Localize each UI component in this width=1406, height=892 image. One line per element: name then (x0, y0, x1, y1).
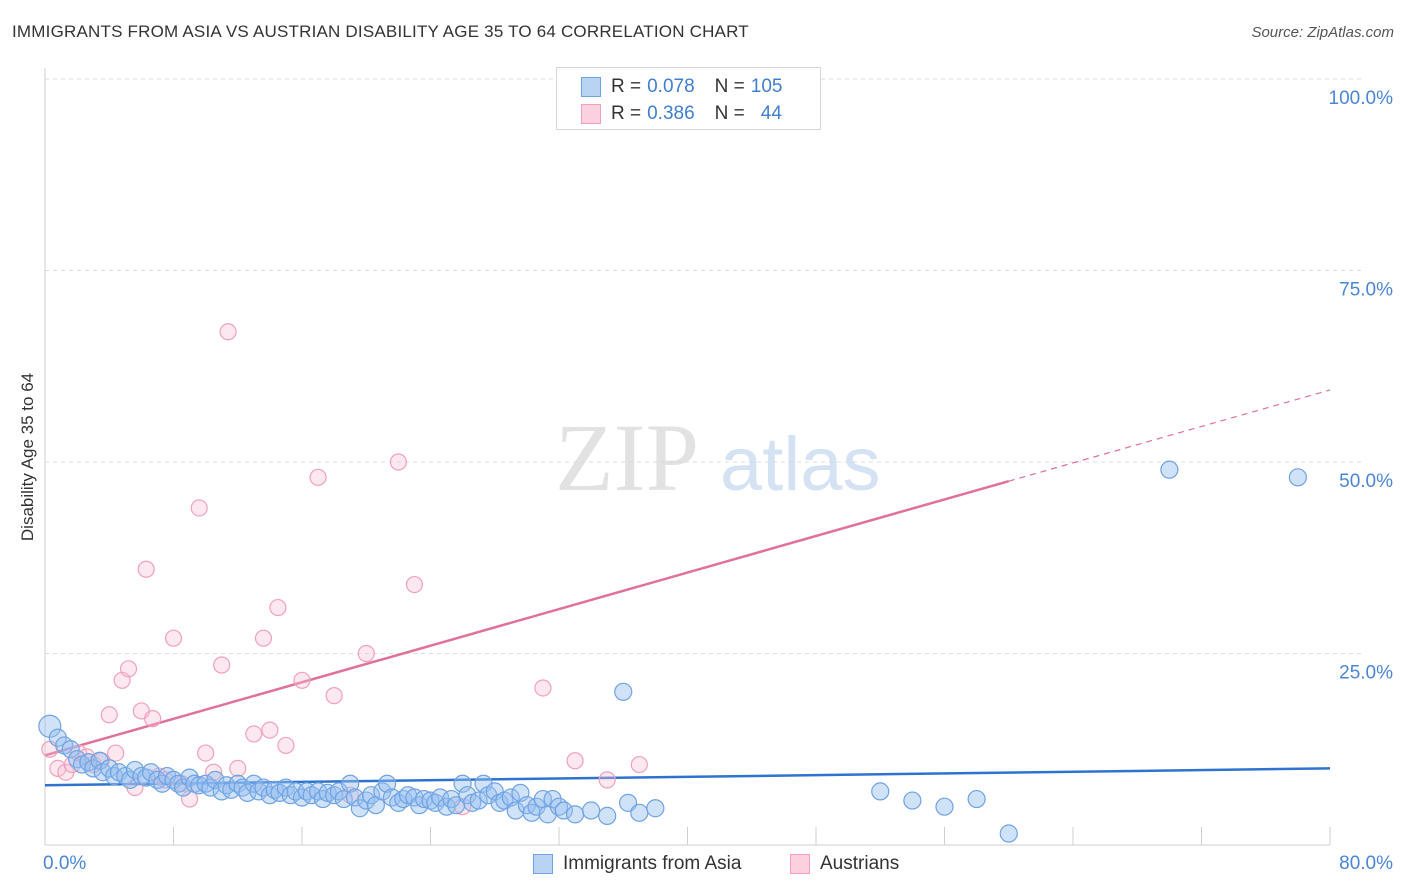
austrians-trend-extension (1008, 389, 1331, 482)
austrians-point (164, 629, 183, 647)
asia-point (357, 791, 376, 810)
r-label: R = (611, 103, 642, 124)
asia-point (630, 803, 649, 822)
asia-point (522, 803, 541, 822)
asia-point (506, 801, 525, 820)
asia-point (414, 789, 434, 809)
austrians-point (107, 744, 125, 762)
austrians-point (566, 752, 584, 770)
asia-point (361, 786, 381, 805)
austrians-point (100, 706, 118, 724)
austrians-point (197, 744, 215, 762)
x-tick-label: 0.0% (43, 853, 86, 874)
austrians-point (277, 736, 295, 755)
y-axis-label: Disability Age 35 to 64 (18, 372, 37, 542)
r-label: R = (611, 76, 642, 97)
austrians-point (325, 687, 343, 705)
r-value-austrians: 0.386 (647, 103, 695, 124)
asia-point (68, 750, 87, 769)
austrians-point (269, 598, 287, 617)
y-tick-label: 50.0% (1339, 471, 1393, 492)
legend-row-asia: R = 0.078 N = 105 (581, 75, 782, 99)
asia-point (174, 778, 193, 797)
austrians-point (254, 629, 273, 647)
austrians-point (534, 679, 552, 697)
austrians-point (119, 660, 138, 678)
asia-point (1160, 460, 1179, 479)
austrians-point (598, 771, 616, 789)
asia-point (935, 797, 954, 816)
asia-point (206, 770, 225, 789)
asia-point (137, 768, 156, 787)
watermark-zip: ZIP (555, 404, 699, 511)
asia-point (582, 801, 601, 820)
asia-point (265, 780, 284, 799)
asia-point (1288, 468, 1307, 487)
asia-point (967, 789, 986, 809)
asia-point (410, 796, 429, 815)
austrians-point (261, 721, 279, 739)
asia-point (313, 789, 332, 809)
asia-point (554, 801, 573, 820)
r-value-asia: 0.078 (647, 76, 695, 97)
asia-point (598, 806, 617, 825)
austrians-point (190, 499, 208, 517)
asia-point (121, 770, 140, 789)
austrians-point (137, 560, 155, 578)
asia-point (90, 751, 109, 770)
y-tick-label: 75.0% (1339, 280, 1393, 301)
asia-legend-label: Immigrants from Asia (563, 853, 742, 874)
austrians-point (144, 710, 162, 728)
asia-point (469, 791, 488, 810)
asia-point (903, 791, 922, 810)
austrians-point (405, 575, 424, 594)
asia-point (341, 774, 360, 793)
asia-point (61, 740, 80, 759)
legend-item-austrians: Austrians (790, 852, 899, 876)
asia-point (453, 774, 472, 793)
asia-point (871, 782, 890, 801)
austrians-legend-swatch (790, 854, 810, 874)
asia-point (490, 793, 509, 812)
y-tick-label: 25.0% (1339, 663, 1393, 684)
austrians-swatch (581, 104, 601, 124)
austrians-point (213, 656, 231, 674)
source-label: Source: ZipAtlas.com (1251, 24, 1394, 41)
asia-point (999, 824, 1018, 843)
asia-legend-swatch (533, 854, 553, 874)
asia-point (614, 682, 633, 701)
austrians-point (245, 725, 263, 743)
austrians-point (630, 755, 648, 774)
watermark-atlas: atlas (720, 422, 881, 507)
asia-point (190, 776, 209, 795)
chart-title: IMMIGRANTS FROM ASIA VS AUSTRIAN DISABIL… (12, 22, 749, 41)
austrians-point (389, 453, 407, 471)
legend-item-asia: Immigrants from Asia (533, 852, 741, 876)
correlation-legend: R = 0.078 N = 105 R = 0.386 N = 44 (556, 67, 821, 130)
n-value-asia: 105 (750, 76, 783, 97)
n-label: N = (714, 76, 745, 97)
n-label: N = (714, 103, 745, 124)
asia-point (180, 768, 199, 787)
asia-swatch (581, 77, 601, 97)
asia-point (485, 782, 504, 801)
asia-point (345, 788, 365, 807)
austrians-point (293, 671, 311, 689)
austrians-point (309, 468, 327, 486)
austrians-point (219, 323, 237, 341)
asia-point (565, 805, 585, 824)
y-tick-label: 100.0% (1329, 88, 1394, 109)
x-tick-label: 80.0% (1339, 853, 1393, 874)
asia-point (378, 774, 397, 793)
austrians-trend-line (44, 479, 1010, 757)
asia-point (646, 799, 665, 818)
n-value-austrians: 44 (760, 103, 782, 124)
legend-row-austrians: R = 0.386 N = 44 (581, 102, 782, 126)
austrians-point (357, 644, 375, 663)
austrians-legend-label: Austrians (820, 853, 900, 874)
austrians-point (229, 759, 247, 778)
